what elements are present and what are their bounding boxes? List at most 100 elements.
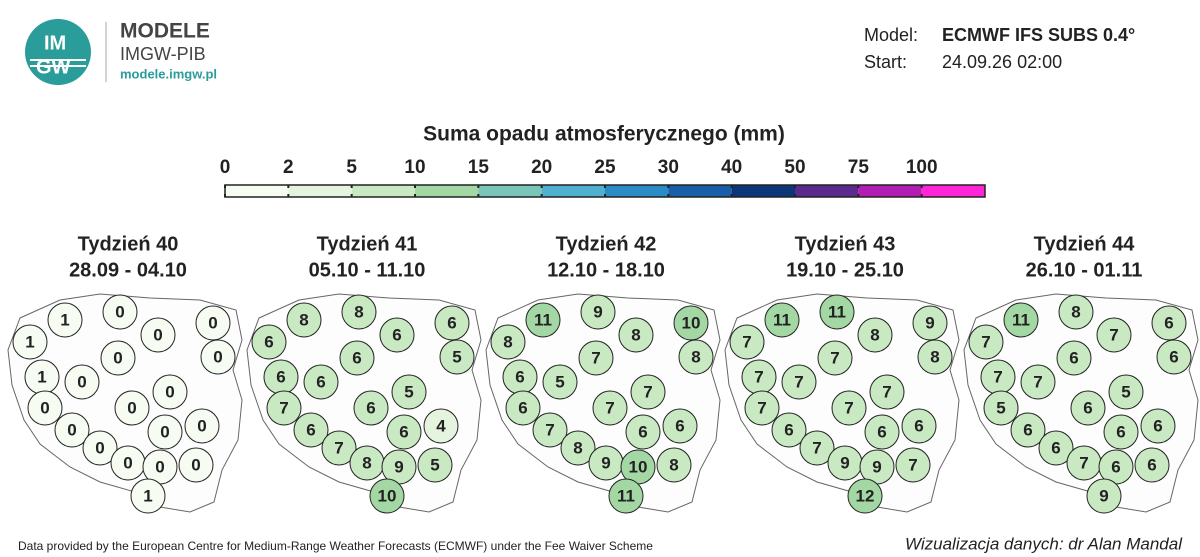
station-marker — [1096, 317, 1132, 353]
station-value: 7 — [1079, 453, 1088, 472]
station-value: 10 — [378, 486, 397, 505]
station-marker — [200, 339, 236, 375]
station-value: 6 — [399, 422, 408, 441]
model: ECMWF IFS SUBS 0.4° — [942, 25, 1135, 45]
station-marker — [983, 390, 1019, 426]
station-marker — [1056, 340, 1092, 376]
credit: Wizualizacja danych: dr Alan Mandal — [905, 534, 1183, 553]
station-value: 7 — [908, 455, 917, 474]
station-marker — [100, 340, 136, 376]
station-marker — [744, 390, 780, 426]
station-marker — [1103, 414, 1139, 450]
station-value: 6 — [1164, 313, 1173, 332]
station-value: 0 — [115, 302, 124, 321]
station-value: 5 — [555, 372, 564, 391]
legend-tick-label: 30 — [658, 157, 679, 178]
station-value: 6 — [784, 420, 793, 439]
station-value: 6 — [366, 398, 375, 417]
station-marker — [662, 408, 698, 444]
panel-dates: 28.09 - 04.10 — [69, 259, 187, 281]
station-value: 4 — [436, 416, 446, 435]
legend-swatch — [921, 185, 985, 197]
station-value: 7 — [334, 438, 343, 457]
station-value: 6 — [1051, 438, 1060, 457]
station-value: 6 — [515, 367, 524, 386]
legend-swatch — [288, 185, 352, 197]
station-marker — [27, 390, 63, 426]
station-value: 7 — [1033, 372, 1042, 391]
station-value: 9 — [601, 453, 610, 472]
station-marker — [434, 305, 470, 341]
station-marker — [1003, 302, 1039, 338]
station-value: 8 — [354, 302, 363, 321]
station-marker — [532, 412, 568, 448]
station-marker — [114, 390, 150, 426]
panel-dates: 05.10 - 11.10 — [309, 259, 426, 281]
station-marker — [1156, 339, 1192, 375]
station-value: 9 — [925, 313, 934, 332]
station-value: 6 — [1083, 398, 1092, 417]
station-value: 11 — [534, 310, 552, 329]
station-marker — [82, 430, 118, 466]
panel-title: Tydzień 43 — [795, 233, 896, 255]
station-marker — [195, 305, 231, 341]
station-value: 6 — [518, 398, 527, 417]
station-value: 11 — [1012, 310, 1030, 329]
station-marker — [147, 414, 183, 450]
legend-swatch — [541, 185, 605, 197]
station-marker — [895, 447, 931, 483]
legend-tick-label: 0 — [220, 157, 231, 178]
station-marker — [864, 414, 900, 450]
station-marker — [293, 412, 329, 448]
station-value: 7 — [643, 382, 652, 401]
station-value: 6 — [276, 367, 285, 386]
station-value: 8 — [1071, 302, 1080, 321]
station-value: 5 — [1121, 382, 1130, 401]
station-value: 6 — [264, 332, 273, 351]
station-marker — [102, 294, 138, 330]
station-marker — [678, 339, 714, 375]
station-value: 0 — [155, 457, 164, 476]
station-value: 0 — [123, 453, 132, 472]
station-value: 6 — [1069, 348, 1078, 367]
station-marker — [353, 390, 389, 426]
station-value: 5 — [452, 347, 461, 366]
institute: IMGW-PIB — [120, 44, 206, 64]
station-value: 5 — [430, 455, 439, 474]
station-value: 7 — [757, 398, 766, 417]
station-value: 0 — [191, 455, 200, 474]
station-marker — [625, 414, 661, 450]
station-value: 0 — [67, 420, 76, 439]
station-marker — [379, 317, 415, 353]
station-value: 7 — [742, 332, 751, 351]
station-value: 7 — [279, 398, 288, 417]
station-value: 7 — [812, 438, 821, 457]
station-marker — [781, 364, 817, 400]
station-value: 8 — [870, 325, 879, 344]
station-marker — [901, 408, 937, 444]
station-value: 7 — [545, 420, 554, 439]
station-marker — [857, 317, 893, 353]
station-marker — [608, 478, 644, 514]
station-marker — [339, 340, 375, 376]
legend-swatch — [858, 185, 922, 197]
station-value: 0 — [160, 422, 169, 441]
legend-tick-label: 10 — [404, 157, 425, 178]
legend-tick-label: 100 — [906, 157, 938, 178]
station-value: 6 — [1169, 347, 1178, 366]
station-value: 11 — [828, 302, 846, 321]
station-value: 10 — [682, 313, 701, 332]
station-marker — [130, 478, 166, 514]
legend-tick-label: 25 — [594, 157, 616, 178]
panel-dates: 12.10 - 18.10 — [547, 259, 665, 281]
station-value: 9 — [1099, 486, 1108, 505]
station-marker — [423, 408, 459, 444]
station-value: 7 — [830, 348, 839, 367]
station-marker — [490, 324, 526, 360]
station-value: 5 — [996, 398, 1005, 417]
station-value: 8 — [930, 347, 939, 366]
station-value: 12 — [856, 486, 875, 505]
station-marker — [286, 302, 322, 338]
station-marker — [580, 294, 616, 330]
